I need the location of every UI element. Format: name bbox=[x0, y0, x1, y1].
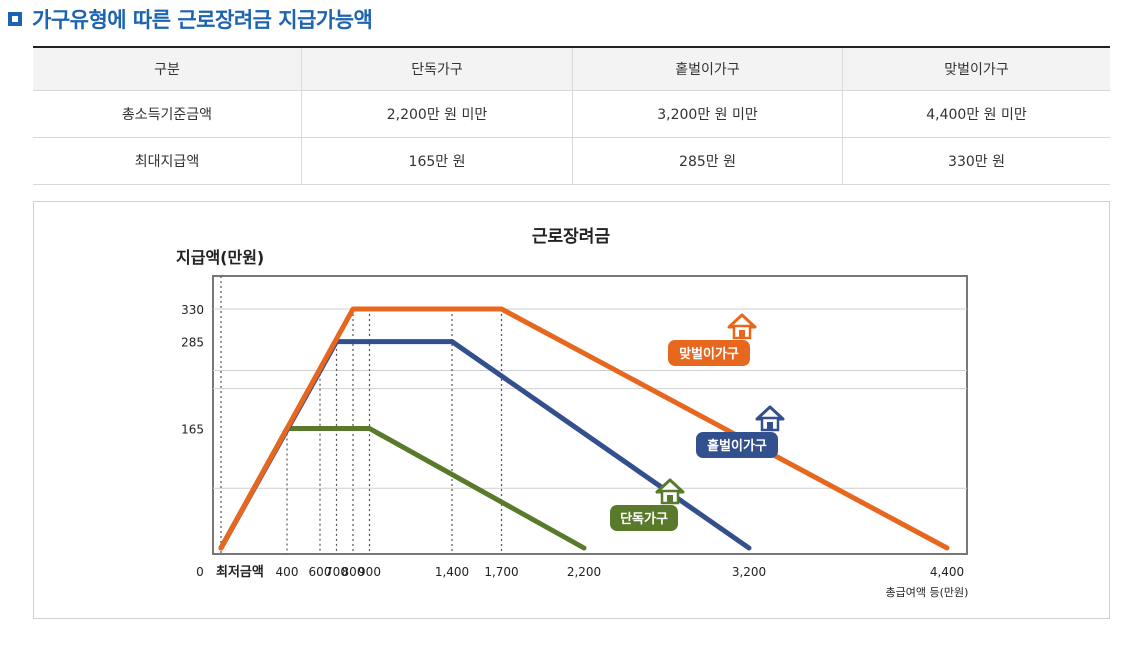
benefit-table: 구분 단독가구 홑벌이가구 맞벌이가구 총소득기준금액 2,200만 원 미만 … bbox=[33, 46, 1110, 185]
series-label-box bbox=[668, 340, 750, 366]
x-origin-label: 최저금액 bbox=[216, 565, 264, 580]
line-chart: 근로장려금 지급액(만원) 0 최저금액 총급여액 등(만원) 165 285 33… bbox=[176, 227, 969, 599]
section-title: 가구유형에 따른 근로장려금 지급가능액 bbox=[32, 8, 373, 32]
table-cell: 165만 원 bbox=[301, 137, 573, 185]
table-header-cell: 맞벌이가구 bbox=[842, 47, 1110, 91]
series-label-box bbox=[696, 432, 778, 458]
table-cell: 3,200만 원 미만 bbox=[572, 90, 843, 138]
house-door bbox=[667, 495, 673, 503]
x-tick-label: 600 bbox=[309, 565, 332, 579]
y-tick-label: 165 bbox=[181, 423, 204, 437]
table-cell: 최대지급액 bbox=[33, 137, 302, 185]
table-cell: 4,400만 원 미만 bbox=[842, 90, 1110, 138]
table-header-cell: 홑벌이가구 bbox=[572, 47, 843, 91]
x-axis-label: 총급여액 등(만원) bbox=[886, 586, 969, 599]
x-tick-label: 4,400 bbox=[930, 565, 964, 579]
table-cell: 2,200만 원 미만 bbox=[301, 90, 573, 138]
section-heading: 가구유형에 따른 근로장려금 지급가능액 bbox=[8, 4, 373, 34]
table-cell: 총소득기준금액 bbox=[33, 90, 302, 138]
y-tick-label: 330 bbox=[181, 303, 204, 317]
chart-title: 근로장려금 bbox=[532, 227, 611, 247]
x-tick-label: 700 bbox=[325, 565, 348, 579]
house-door bbox=[767, 422, 773, 430]
origin-label: 0 bbox=[196, 565, 204, 579]
table-header-cell: 단독가구 bbox=[301, 47, 573, 91]
series-label: 홑벌이가구 bbox=[707, 438, 767, 454]
x-tick-label: 1,700 bbox=[484, 565, 518, 579]
table-cell: 285만 원 bbox=[572, 137, 843, 185]
y-axis-label: 지급액(만원) bbox=[176, 248, 264, 267]
x-tick-label: 400 bbox=[276, 565, 299, 579]
series-label: 단독가구 bbox=[620, 511, 668, 527]
x-tick-label: 2,200 bbox=[567, 565, 601, 579]
x-tick-label: 3,200 bbox=[732, 565, 766, 579]
x-tick-label: 1,400 bbox=[435, 565, 469, 579]
series-line-0 bbox=[218, 306, 950, 551]
table-cell: 330만 원 bbox=[842, 137, 1110, 185]
chart-container: 근로장려금 지급액(만원) 0 최저금액 총급여액 등(만원) 165 285 33… bbox=[33, 201, 1110, 619]
x-tick-label: 800 bbox=[342, 565, 365, 579]
plot-frame bbox=[212, 275, 968, 555]
table-row: 총소득기준금액 2,200만 원 미만 3,200만 원 미만 4,400만 원… bbox=[33, 90, 1110, 138]
table-header-row: 구분 단독가구 홑벌이가구 맞벌이가구 bbox=[33, 47, 1110, 91]
table-header-cell: 구분 bbox=[33, 47, 302, 91]
y-tick-label: 285 bbox=[181, 336, 204, 350]
series-label: 맞벌이가구 bbox=[679, 346, 739, 362]
series-label-box bbox=[610, 505, 678, 531]
table-row: 최대지급액 165만 원 285만 원 330만 원 bbox=[33, 137, 1110, 185]
x-tick-label: 900 bbox=[358, 565, 381, 579]
square-bullet-icon bbox=[8, 12, 22, 26]
house-door bbox=[739, 330, 745, 338]
